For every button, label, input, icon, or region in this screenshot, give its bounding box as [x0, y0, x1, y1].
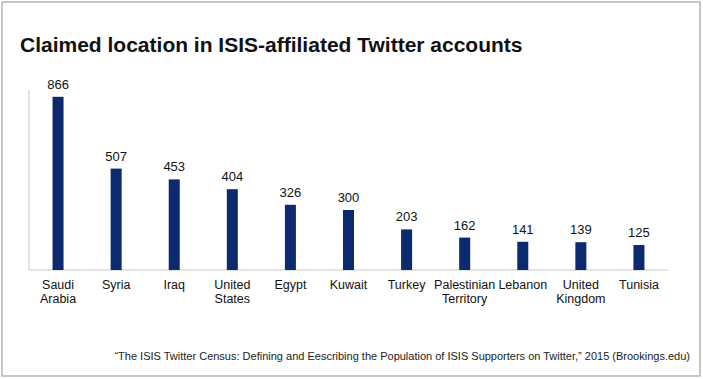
card-frame	[2, 2, 700, 376]
data-label: 866	[47, 77, 69, 92]
data-label: 141	[512, 222, 534, 237]
category-label: Tunisia	[619, 278, 659, 292]
category-label: PalestinianTerritory	[434, 278, 495, 306]
bar	[227, 189, 238, 270]
category-label: Syria	[102, 278, 131, 292]
data-label: 139	[570, 222, 592, 237]
bar	[111, 169, 122, 270]
category-label: Kuwait	[330, 278, 368, 292]
category-label: Egypt	[274, 278, 306, 292]
data-label: 162	[454, 218, 476, 233]
bar	[517, 242, 528, 270]
bar	[401, 229, 412, 270]
bar	[633, 245, 644, 270]
category-label: Iraq	[163, 278, 185, 292]
bar	[53, 97, 64, 270]
data-label: 453	[163, 159, 185, 174]
y-axis-line	[29, 90, 30, 270]
data-label: 300	[338, 190, 360, 205]
bar	[343, 210, 354, 270]
data-label: 326	[280, 185, 302, 200]
data-label: 125	[628, 225, 650, 240]
category-label: Turkey	[388, 278, 426, 292]
category-label: UnitedStates	[214, 278, 250, 306]
bar	[459, 238, 470, 270]
title: Claimed location in ISIS-affiliated Twit…	[20, 33, 523, 56]
source-note: “The ISIS Twitter Census: Defining and E…	[114, 350, 690, 362]
data-label: 404	[221, 169, 243, 184]
category-label: SaudiArabia	[40, 278, 76, 306]
bar	[169, 179, 180, 270]
category-label: Lebanon	[498, 278, 547, 292]
bar	[575, 242, 586, 270]
bars	[53, 97, 645, 270]
bar	[285, 205, 296, 270]
category-label: UnitedKingdom	[556, 278, 605, 306]
data-label: 507	[105, 149, 127, 164]
chart: Claimed location in ISIS-affiliated Twit…	[0, 0, 703, 379]
data-label: 203	[396, 209, 418, 224]
